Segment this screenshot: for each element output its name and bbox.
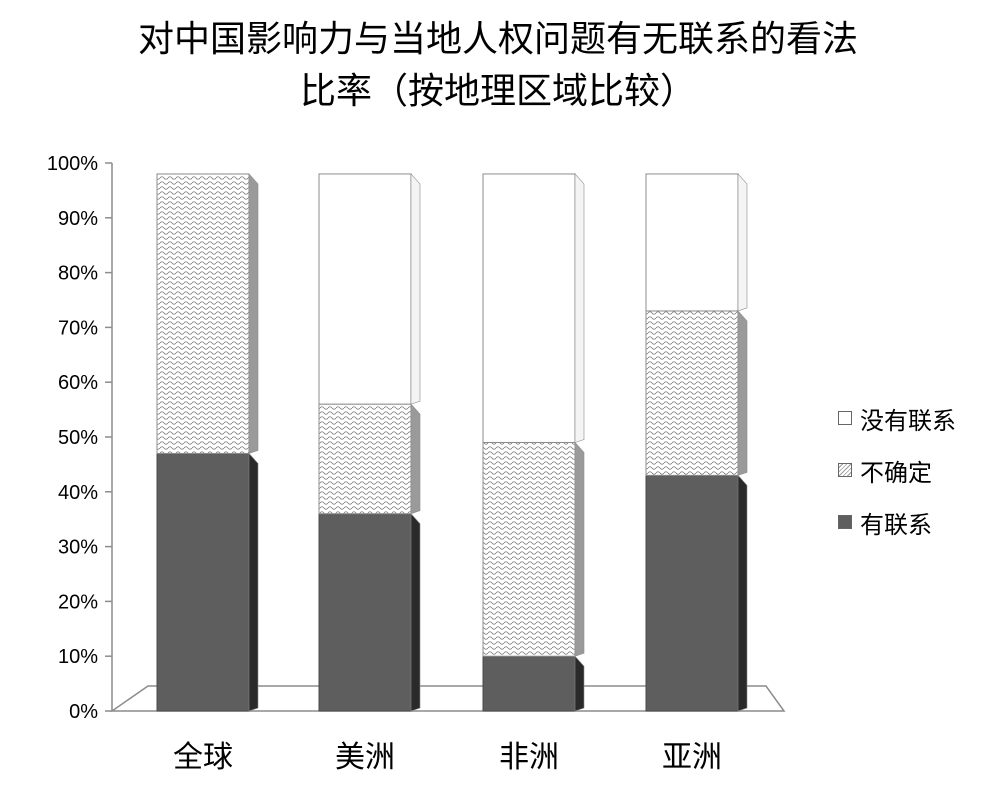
x-axis-labels: 全球 美洲 非洲 亚洲	[173, 740, 722, 775]
chart-subtitle: 比率（按地理区域比较）	[299, 71, 696, 112]
y-tick-label: 100%	[47, 153, 98, 175]
y-tick-label: 0%	[69, 701, 98, 723]
legend-swatch	[838, 515, 852, 529]
chart-title-block: 对中国影响力与当地人权问题有无联系的看法 比率（按地理区域比较）	[0, 14, 996, 118]
legend-label: 没有联系	[860, 406, 956, 435]
chart-title: 对中国影响力与当地人权问题有无联系的看法	[137, 19, 858, 60]
bar-side-2-3	[574, 441, 585, 657]
y-tick-label: 10%	[58, 646, 98, 668]
y-axis: 0% 10% 20% 30% 40% 50% 60% 70% 80% 90% 100%	[47, 153, 113, 723]
x-category-label: 非洲	[499, 740, 559, 775]
bar-side-3-3	[574, 173, 585, 443]
x-category-label: 全球	[173, 740, 233, 775]
legend-label: 不确定	[860, 458, 932, 487]
x-category-label: 亚洲	[662, 740, 722, 775]
bar-side-2-1	[248, 173, 259, 454]
legend: 没有联系不确定有联系	[838, 392, 988, 548]
y-tick-label: 60%	[58, 372, 98, 394]
legend-label: 有联系	[860, 510, 932, 539]
bar-side-2-2	[410, 403, 421, 515]
legend-item: 有联系	[838, 496, 988, 548]
y-tick-label: 40%	[58, 482, 98, 504]
legend-item: 没有联系	[838, 392, 988, 444]
bar-segment-1-1	[156, 452, 250, 712]
bar-segment-3-3	[482, 173, 576, 443]
bar-segment-1-3	[482, 655, 576, 712]
bars	[156, 173, 748, 712]
legend-swatch	[838, 463, 852, 477]
bar-segment-2-4	[645, 310, 739, 476]
bar-side-3-4	[737, 173, 748, 312]
bar-side-1-3	[574, 655, 585, 712]
x-category-label: 美洲	[335, 740, 395, 775]
legend-swatch	[838, 411, 852, 425]
legend-item: 不确定	[838, 444, 988, 496]
bar-segment-2-1	[156, 173, 250, 454]
y-tick-label: 50%	[58, 427, 98, 449]
bar-side-1-1	[248, 452, 259, 712]
bar-side-1-2	[410, 512, 421, 712]
bar-segment-2-3	[482, 441, 576, 657]
bar-side-1-4	[737, 474, 748, 712]
bar-segment-1-2	[318, 513, 412, 712]
y-tick-label: 20%	[58, 591, 98, 613]
y-tick-label: 70%	[58, 317, 98, 339]
bar-segment-2-2	[318, 403, 412, 515]
bar-side-2-4	[737, 310, 748, 476]
bar-segment-3-2	[318, 173, 412, 405]
bar-side-3-2	[410, 173, 421, 405]
y-tick-label: 90%	[58, 208, 98, 230]
bar-segment-3-4	[645, 173, 739, 312]
y-tick-label: 80%	[58, 263, 98, 285]
y-tick-label: 30%	[58, 537, 98, 559]
bar-segment-1-4	[645, 474, 739, 712]
